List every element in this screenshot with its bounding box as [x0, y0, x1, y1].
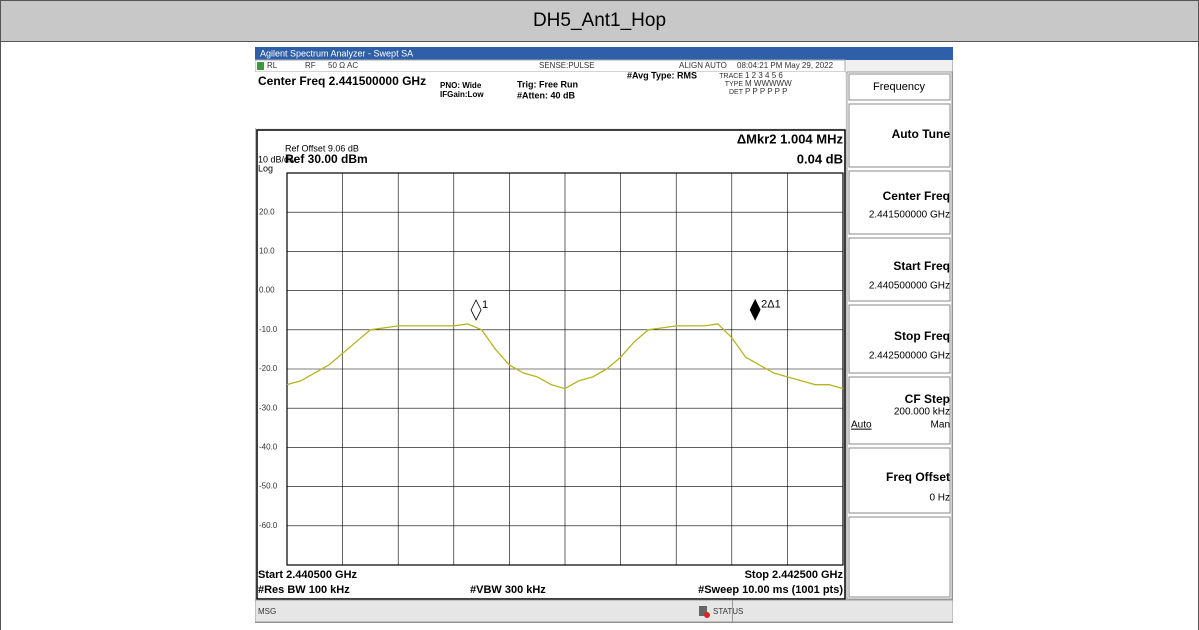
- softkey[interactable]: [848, 516, 951, 598]
- scale: 10 dB/div: [258, 154, 296, 164]
- pno: PNO: Wide: [440, 81, 482, 90]
- atten: #Atten: 40 dB: [517, 90, 576, 100]
- rf: RF: [305, 61, 316, 70]
- trace: [286, 323, 844, 390]
- plot-frame: [256, 129, 846, 600]
- auto-tune[interactable]: Auto Tune: [892, 127, 951, 141]
- trace-label: TRACE: [719, 73, 743, 80]
- y-tick-label: -30.0: [259, 403, 278, 412]
- stop-freq-value: 2.442500000 GHz: [869, 351, 950, 362]
- cf-step-key[interactable]: CF Step: [905, 392, 950, 406]
- y-tick-label: 10.0: [259, 247, 275, 256]
- softkey[interactable]: [848, 103, 951, 168]
- rl: RL: [267, 61, 278, 70]
- trace-values: 1 2 3 4 5 6: [745, 71, 783, 80]
- marker: [470, 299, 482, 321]
- y-tick-label: -10.0: [259, 325, 278, 334]
- ifgain: IFGain:Low: [440, 90, 484, 99]
- stop-freq-key[interactable]: Stop Freq: [894, 329, 950, 343]
- center-freq-key[interactable]: Center Freq: [883, 189, 950, 203]
- window-title: Agilent Spectrum Analyzer - Swept SA: [260, 48, 413, 58]
- y-tick-label: -60.0: [259, 521, 278, 530]
- cf-step-auto[interactable]: Auto: [851, 420, 872, 431]
- menu-title: Frequency: [873, 81, 925, 93]
- marker: [749, 298, 761, 321]
- settings-area: [255, 72, 845, 128]
- rbw: #Res BW 100 kHz: [258, 584, 350, 596]
- y-tick-label: -40.0: [259, 443, 278, 452]
- status: STATUS: [713, 607, 743, 616]
- marker-label: 1: [482, 299, 488, 311]
- sweep: #Sweep 10.00 ms (1001 pts): [698, 584, 843, 596]
- cf-step-value: 200.000 kHz: [894, 407, 950, 418]
- marker-delta: 0.04 dB: [797, 151, 843, 166]
- align: ALIGN AUTO: [679, 61, 727, 70]
- softkey[interactable]: [848, 170, 951, 235]
- type-values: M WWWWW: [745, 79, 792, 88]
- marker-readout: ΔMkr2 1.004 MHz: [737, 131, 844, 146]
- status-divider: [732, 600, 733, 622]
- datetime: 08:04:21 PM May 29, 2022: [737, 61, 834, 70]
- status-bar: [255, 599, 953, 623]
- header-title: DH5_Ant1_Hop: [0, 0, 1199, 42]
- y-tick-label: 0.00: [259, 286, 275, 295]
- marker-label: 2Δ1: [761, 299, 781, 311]
- freq-offset-key[interactable]: Freq Offset: [886, 470, 950, 484]
- cf-step-man[interactable]: Man: [931, 420, 950, 431]
- softkey[interactable]: [848, 447, 951, 514]
- type-label: TYPE: [725, 81, 744, 88]
- status-icon: [699, 606, 707, 616]
- ref-offset: Ref Offset 9.06 dB: [285, 143, 359, 153]
- trig: Trig: Free Run: [517, 79, 578, 89]
- y-tick-label: -20.0: [259, 364, 278, 373]
- start-freq-value: 2.440500000 GHz: [869, 281, 950, 292]
- title-bar: [255, 47, 953, 60]
- freq-offset-value: 0 Hz: [929, 493, 950, 504]
- vbw: #VBW 300 kHz: [470, 584, 546, 596]
- center-freq: Center Freq 2.441500000 GHz: [258, 74, 426, 88]
- status-icon-alert: [704, 612, 710, 618]
- lxi-icon: [257, 62, 264, 70]
- start-freq-key[interactable]: Start Freq: [893, 259, 950, 273]
- softkey[interactable]: [848, 304, 951, 374]
- softkey[interactable]: [848, 376, 951, 445]
- analyzer-screen: Agilent Spectrum Analyzer - Swept SA RL …: [255, 47, 953, 623]
- log: Log: [258, 163, 273, 173]
- det-values: P P P P P P: [745, 87, 787, 96]
- menu-box: [848, 73, 951, 101]
- ref-level: Ref 30.00 dBm: [285, 152, 368, 166]
- y-tick-label: 20.0: [259, 207, 275, 216]
- det-label: DET: [729, 89, 744, 96]
- softkey[interactable]: [848, 237, 951, 302]
- msg: MSG: [258, 607, 276, 616]
- softkey-panel: Frequency Auto Tune Center Freq 2.441500…: [846, 71, 953, 600]
- stop-freq: Stop 2.442500 GHz: [745, 569, 844, 581]
- impedance: 50 Ω: [328, 61, 345, 70]
- sense: SENSE:PULSE: [539, 61, 595, 70]
- avg-type: #Avg Type: RMS: [627, 70, 697, 80]
- center-freq-value: 2.441500000 GHz: [869, 210, 950, 221]
- start-freq: Start 2.440500 GHz: [258, 569, 358, 581]
- y-tick-label: -50.0: [259, 482, 278, 491]
- coupling: AC: [347, 61, 358, 70]
